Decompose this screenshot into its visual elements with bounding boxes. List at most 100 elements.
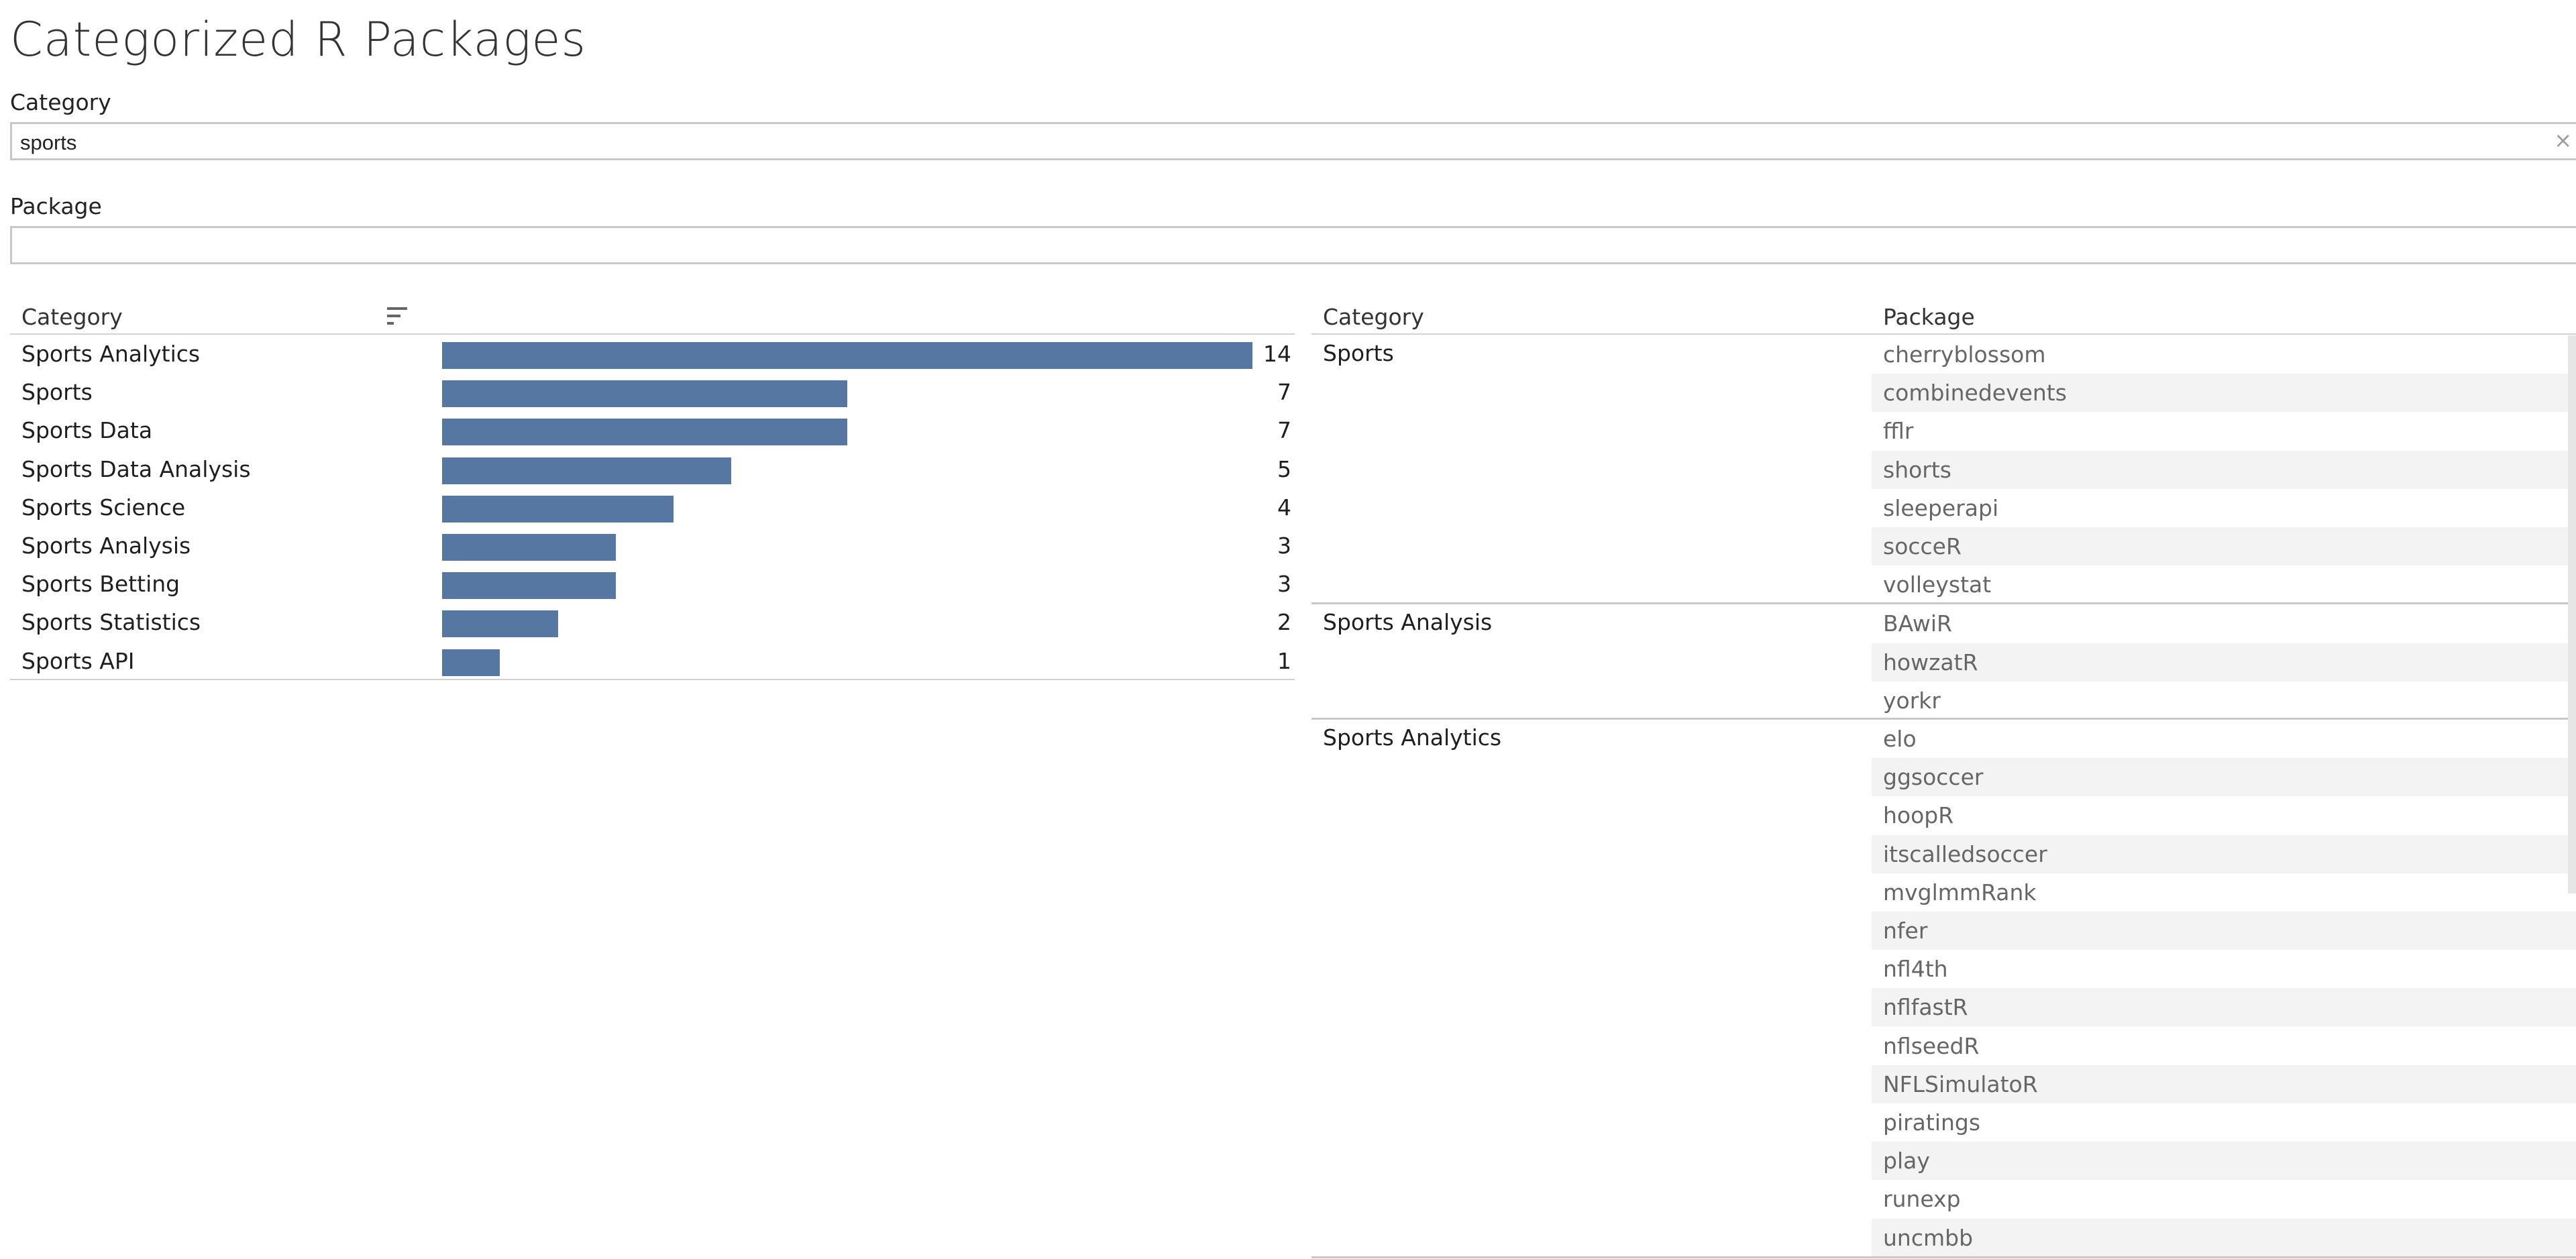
- bar-row[interactable]: Sports Statistics 2: [10, 604, 1295, 642]
- table-scrollbar[interactable]: [2568, 335, 2576, 893]
- bar-category-label: Sports Science: [21, 494, 186, 521]
- table-package-cell: itscalledsoccer: [1883, 840, 2047, 867]
- table-row[interactable]: shorts: [1872, 450, 2576, 489]
- table-package-cell: nflseedR: [1883, 1032, 1980, 1059]
- category-filter-label: Category: [10, 89, 111, 115]
- bar-category-label: Sports Statistics: [21, 609, 201, 636]
- bar-row[interactable]: Sports Betting 3: [10, 565, 1295, 604]
- table-row[interactable]: socceR: [1872, 527, 2576, 565]
- bar-row[interactable]: Sports Science 4: [10, 489, 1295, 527]
- bar-value-label: 14: [1263, 341, 1291, 367]
- bar[interactable]: [442, 534, 616, 561]
- table-package-cell: play: [1883, 1148, 1930, 1174]
- bar-value-label: 3: [1277, 533, 1291, 559]
- table-row[interactable]: elo: [1872, 720, 2576, 758]
- table-row[interactable]: mvglmmRank: [1872, 873, 2576, 912]
- chart-header-divider: [10, 333, 1295, 335]
- table-package-cell: yorkr: [1883, 687, 1941, 714]
- table-package-cell: socceR: [1883, 533, 1962, 559]
- bar[interactable]: [442, 457, 732, 484]
- table-row[interactable]: howzatR: [1872, 643, 2576, 681]
- bar-value-label: 7: [1277, 417, 1291, 444]
- table-header-package: Package: [1883, 304, 1975, 330]
- table-row[interactable]: runexp: [1872, 1180, 2576, 1218]
- table-package-cell: cherryblossom: [1883, 341, 2046, 368]
- table-package-cell: howzatR: [1883, 649, 1978, 675]
- table-row[interactable]: hoopR: [1872, 796, 2576, 834]
- table-bottom-divider: [1311, 1256, 2576, 1258]
- bar-row[interactable]: Sports Data 7: [10, 412, 1295, 450]
- bar[interactable]: [442, 610, 558, 638]
- table-row[interactable]: piratings: [1872, 1103, 2576, 1142]
- bar-row[interactable]: Sports Analysis 3: [10, 527, 1295, 565]
- table-row[interactable]: cherryblossom: [1872, 335, 2576, 374]
- table-row[interactable]: itscalledsoccer: [1872, 834, 2576, 873]
- table-package-cell: uncmbb: [1883, 1224, 1974, 1251]
- bar[interactable]: [442, 419, 847, 446]
- table-category-cell[interactable]: Sports: [1323, 340, 1394, 366]
- table-row[interactable]: volleystat: [1872, 565, 2576, 604]
- bar-value-label: 5: [1277, 455, 1291, 482]
- table-package-cell: volleystat: [1883, 571, 1992, 598]
- bar-value-label: 2: [1277, 609, 1291, 636]
- bar-value-label: 1: [1277, 647, 1291, 674]
- table-row[interactable]: nflseedR: [1872, 1027, 2576, 1065]
- bar[interactable]: [442, 649, 500, 676]
- table-row[interactable]: nflfastR: [1872, 988, 2576, 1027]
- table-category-cell[interactable]: Sports Analytics: [1323, 724, 1502, 751]
- package-filter-label: Package: [10, 193, 102, 219]
- table-row[interactable]: BAwiR: [1872, 604, 2576, 643]
- bar-category-label: Sports Analytics: [21, 341, 201, 367]
- bar[interactable]: [442, 380, 847, 408]
- bar[interactable]: [442, 342, 1252, 369]
- bar[interactable]: [442, 572, 616, 600]
- table-row[interactable]: sleeperapi: [1872, 489, 2576, 527]
- table-header-category: Category: [1323, 304, 1424, 330]
- bar-row[interactable]: Sports 7: [10, 374, 1295, 412]
- table-category-cell[interactable]: Sports Analysis: [1323, 609, 1493, 636]
- bar-value-label: 4: [1277, 494, 1291, 521]
- table-package-cell: NFLSimulatoR: [1883, 1071, 2038, 1097]
- bar-row[interactable]: Sports Data Analysis 5: [10, 451, 1295, 489]
- sort-descending-icon[interactable]: [386, 305, 413, 328]
- bar-category-label: Sports Data Analysis: [21, 455, 251, 482]
- bar-row[interactable]: Sports Analytics 14: [10, 335, 1295, 374]
- table-row[interactable]: NFLSimulatoR: [1872, 1064, 2576, 1103]
- bar-category-label: Sports: [21, 379, 93, 406]
- table-group: Sports Analysis BAwiR howzatR yorkr: [1311, 602, 2576, 718]
- clear-x-icon[interactable]: ×: [2554, 127, 2572, 153]
- table-package-cell: hoopR: [1883, 802, 1954, 829]
- page-title: Categorized R Packages: [10, 12, 586, 67]
- table-package-cell: sleeperapi: [1883, 494, 1999, 521]
- table-row[interactable]: nfer: [1872, 912, 2576, 950]
- table-row[interactable]: nfl4th: [1872, 950, 2576, 988]
- bar-row[interactable]: Sports API 1: [10, 643, 1295, 681]
- bar-category-label: Sports API: [21, 647, 135, 674]
- table-package-cell: piratings: [1883, 1109, 1981, 1136]
- bar-value-label: 3: [1277, 571, 1291, 598]
- table-package-cell: mvglmmRank: [1883, 879, 2037, 906]
- table-package-cell: nfer: [1883, 918, 1928, 944]
- chart-bottom-divider: [10, 679, 1295, 680]
- chart-header-category: Category: [21, 304, 123, 330]
- table-row[interactable]: ggsoccer: [1872, 758, 2576, 797]
- category-bar-chart: Category Sports Analytics 14 Sports 7 Sports…: [10, 298, 1295, 681]
- category-filter-input[interactable]: sports ×: [10, 122, 2576, 160]
- table-row[interactable]: uncmbb: [1872, 1218, 2576, 1257]
- table-row[interactable]: yorkr: [1872, 681, 2576, 720]
- table-package-cell: ggsoccer: [1883, 764, 1984, 791]
- table-row[interactable]: play: [1872, 1142, 2576, 1181]
- table-row[interactable]: combinedevents: [1872, 374, 2576, 413]
- package-filter-input[interactable]: [10, 226, 2576, 264]
- table-package-cell: combinedevents: [1883, 380, 2067, 406]
- table-package-cell: fflr: [1883, 418, 1914, 445]
- table-package-cell: nflfastR: [1883, 994, 1968, 1021]
- table-package-cell: shorts: [1883, 456, 1951, 483]
- category-package-table: Category Package Sports cherryblossom comb…: [1311, 298, 2576, 1259]
- table-row[interactable]: fflr: [1872, 412, 2576, 450]
- table-package-cell: BAwiR: [1883, 610, 1952, 637]
- category-filter-value: sports: [20, 131, 77, 154]
- bar[interactable]: [442, 495, 674, 523]
- bar-category-label: Sports Betting: [21, 571, 180, 598]
